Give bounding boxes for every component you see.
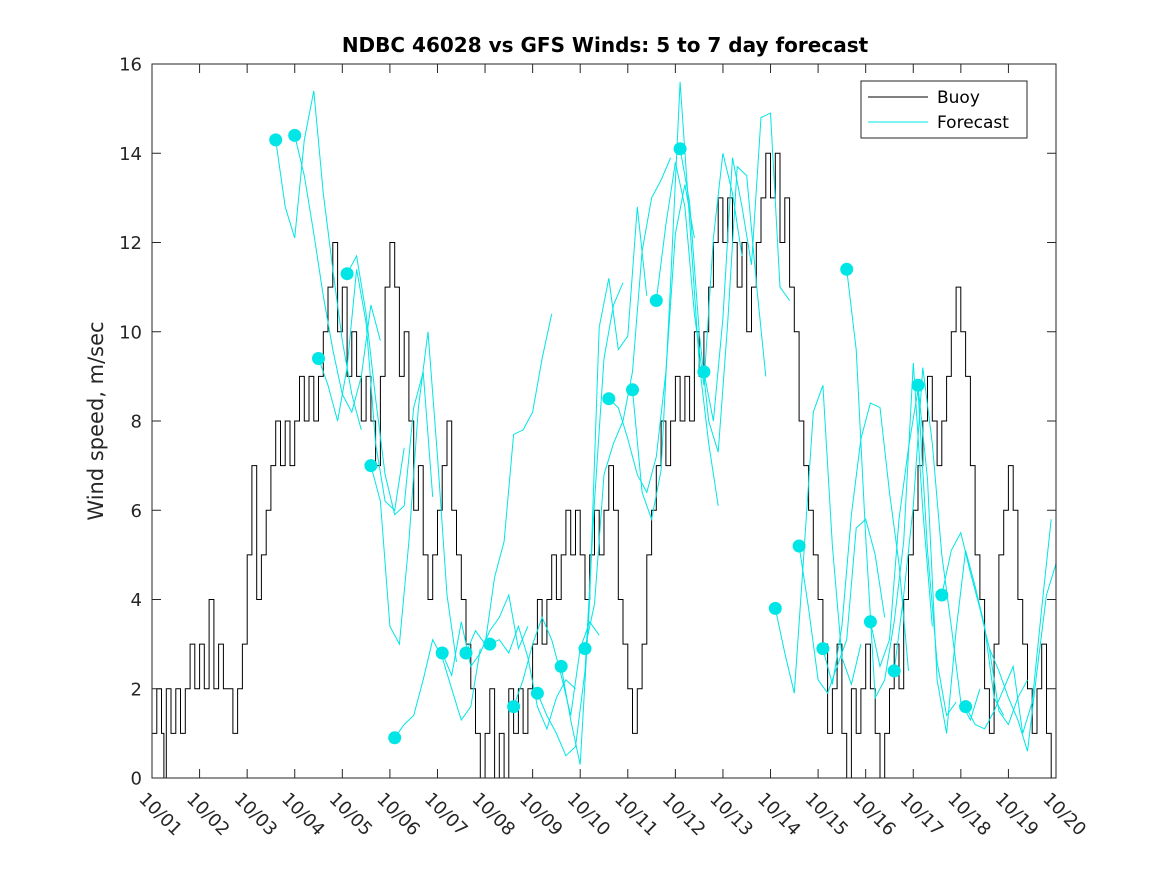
forecast-series-line-9 bbox=[489, 624, 576, 731]
series-layer bbox=[152, 81, 1056, 778]
forecast-start-point bbox=[312, 352, 325, 365]
y-tick-label: 0 bbox=[131, 769, 142, 790]
chart-title: NDBC 46028 vs GFS Winds: 5 to 7 day fore… bbox=[342, 33, 869, 57]
forecast-start-point bbox=[911, 378, 925, 392]
forecast-series-line-26 bbox=[941, 531, 1028, 726]
legend-box bbox=[860, 80, 1028, 139]
forecast-start-point bbox=[340, 267, 354, 281]
y-tick-label: 14 bbox=[119, 144, 142, 165]
forecast-series-line-10 bbox=[513, 616, 600, 716]
tick-marks bbox=[151, 63, 1057, 779]
forecast-series-line-23 bbox=[869, 389, 957, 717]
forecast-start-point bbox=[816, 642, 830, 656]
y-tick-labels: 0 2 4 6 8 10 12 14 16 bbox=[119, 55, 142, 790]
forecast-start-point bbox=[768, 601, 782, 615]
forecast-start-point bbox=[530, 686, 544, 700]
y-tick-label: 4 bbox=[131, 590, 142, 611]
forecast-start-point bbox=[269, 133, 283, 147]
forecast-start-point bbox=[554, 659, 568, 673]
forecast-start-point bbox=[935, 588, 949, 602]
forecast-start-point bbox=[673, 142, 687, 156]
y-tick-label: 2 bbox=[131, 679, 142, 700]
forecast-series-line-21 bbox=[822, 402, 909, 685]
forecast-series-line-12 bbox=[560, 206, 648, 765]
forecast-series-line-13 bbox=[584, 157, 672, 649]
forecast-series-line-19 bbox=[774, 385, 862, 694]
forecast-series-line-27 bbox=[965, 519, 1052, 734]
forecast-series-line-14 bbox=[608, 184, 695, 494]
legend: Buoy Forecast bbox=[860, 80, 1028, 139]
forecast-series-line-18 bbox=[703, 112, 791, 422]
forecast-series-line-16 bbox=[655, 153, 743, 386]
forecast-start-point bbox=[435, 646, 449, 660]
forecast-start-point bbox=[792, 539, 806, 553]
y-tick-label: 8 bbox=[131, 412, 142, 433]
y-tick-label: 6 bbox=[131, 501, 142, 522]
forecast-series-line-28 bbox=[988, 563, 1056, 752]
forecast-start-point bbox=[626, 383, 639, 397]
forecast-start-point bbox=[887, 664, 901, 678]
forecast-start-point bbox=[507, 700, 521, 714]
forecast-series-line-4 bbox=[346, 254, 434, 516]
y-tick-label: 10 bbox=[119, 322, 142, 343]
y-tick-label: 12 bbox=[119, 233, 142, 254]
forecast-start-point bbox=[578, 642, 592, 656]
forecast-start-point bbox=[288, 128, 302, 142]
forecast-series-line-17 bbox=[679, 148, 767, 453]
forecast-start-point bbox=[483, 637, 497, 651]
forecast-start-point bbox=[388, 731, 402, 745]
forecast-series-line-5 bbox=[370, 331, 457, 663]
legend-forecast-label: Forecast bbox=[937, 113, 1009, 133]
forecast-start-point bbox=[459, 646, 473, 660]
forecast-series-line-25 bbox=[917, 385, 1005, 734]
y-axis-label: Wind speed, m/sec bbox=[84, 321, 108, 520]
legend-buoy-label: Buoy bbox=[937, 88, 980, 108]
forecast-start-point bbox=[364, 459, 378, 473]
forecast-series-line-3 bbox=[318, 269, 405, 512]
forecast-start-point bbox=[697, 365, 711, 379]
y-tick-label: 16 bbox=[119, 55, 142, 76]
forecast-series-line-8 bbox=[465, 313, 553, 654]
forecast-series-line-15 bbox=[632, 81, 719, 522]
forecast-series-line-20 bbox=[798, 518, 886, 695]
plot-area bbox=[152, 81, 1056, 778]
forecast-start-point bbox=[959, 700, 973, 714]
forecast-start-point bbox=[863, 615, 877, 629]
forecast-start-point bbox=[840, 262, 854, 276]
forecast-start-point bbox=[602, 392, 616, 406]
forecast-series-line-2 bbox=[294, 135, 381, 414]
forecast-series-line-11 bbox=[536, 282, 624, 757]
forecast-start-point bbox=[649, 294, 663, 307]
buoy-series-line bbox=[152, 152, 1056, 778]
